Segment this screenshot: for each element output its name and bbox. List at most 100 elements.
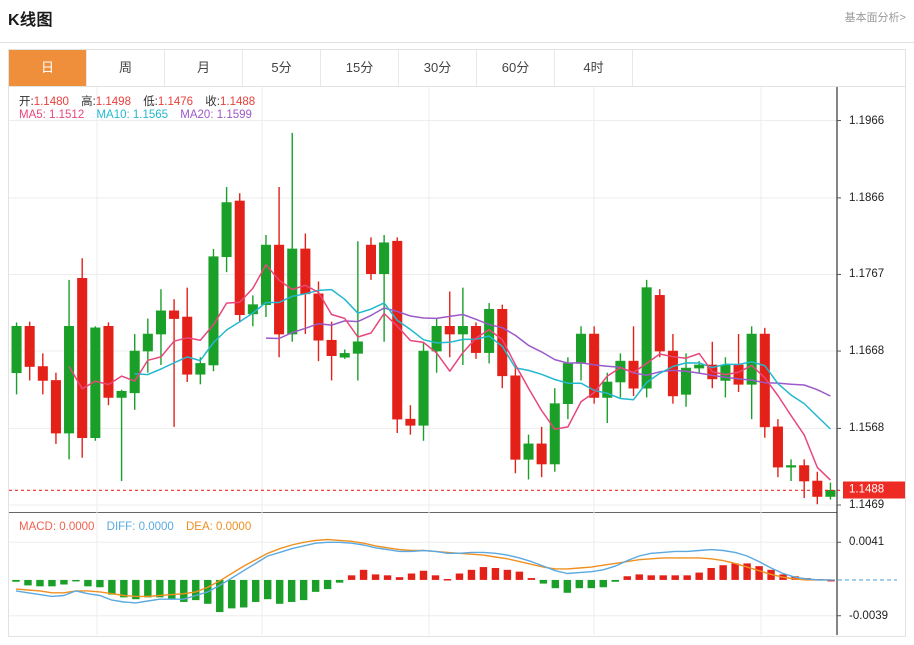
candle-body: [103, 326, 114, 398]
ma5-value: 1.1512: [49, 109, 85, 121]
macd-tick-0: 0.0041: [849, 536, 885, 549]
candle-35[interactable]: [470, 322, 482, 359]
candle-11[interactable]: [155, 289, 166, 365]
macd-bar-52: [635, 574, 643, 580]
macd-bar-57: [695, 572, 703, 580]
candle-17[interactable]: [234, 193, 245, 323]
macd-bar-7: [96, 579, 104, 588]
candle-body: [444, 326, 455, 335]
candle-26[interactable]: [352, 241, 363, 381]
ma20-line: [265, 307, 831, 397]
candle-28[interactable]: [379, 235, 390, 342]
candle-2[interactable]: [37, 353, 48, 395]
candle-22[interactable]: [300, 233, 311, 335]
candle-53[interactable]: [707, 341, 718, 389]
tab-4[interactable]: 15分: [321, 50, 399, 86]
candle-39[interactable]: [523, 434, 534, 480]
candle-14[interactable]: [195, 357, 206, 385]
candle-5[interactable]: [77, 258, 88, 458]
candle-51[interactable]: [681, 353, 692, 407]
macd-bar-50: [611, 579, 619, 582]
candle-30[interactable]: [405, 405, 416, 435]
macd-bar-31: [383, 575, 392, 580]
candle-0[interactable]: [11, 322, 22, 395]
macd-bar-27: [335, 579, 344, 583]
tab-3[interactable]: 5分: [243, 50, 321, 86]
macd-bar-19: [240, 579, 248, 608]
candle-58[interactable]: [772, 419, 783, 478]
dea-value: 0.0000: [216, 521, 252, 533]
candle-body: [37, 366, 48, 381]
candle-32[interactable]: [431, 318, 442, 373]
candle-16[interactable]: [221, 187, 232, 273]
candle-48[interactable]: [641, 279, 652, 398]
macd-bar-51: [623, 576, 631, 580]
candle-body: [77, 278, 88, 438]
tab-7[interactable]: 4时: [555, 50, 633, 86]
ma5-label: MA5:: [19, 109, 46, 121]
candle-38[interactable]: [510, 364, 521, 474]
candle-body: [641, 287, 652, 389]
candle-body: [759, 333, 770, 428]
candle-24[interactable]: [326, 321, 337, 381]
candle-body: [484, 308, 495, 353]
tab-2[interactable]: 月: [165, 50, 243, 86]
candle-body: [681, 367, 692, 395]
tab-1[interactable]: 周: [87, 50, 165, 86]
candle-body: [549, 403, 560, 465]
candle-40[interactable]: [536, 426, 547, 478]
tab-6[interactable]: 60分: [477, 50, 555, 86]
candle-45[interactable]: [602, 372, 613, 423]
macd-bar-30: [371, 574, 380, 580]
candle-59[interactable]: [786, 459, 797, 482]
candle-body: [786, 465, 797, 468]
candle-25[interactable]: [339, 349, 350, 359]
candle-43[interactable]: [575, 326, 587, 381]
macd-bar-6: [84, 579, 92, 587]
ma-legend: MA5: 1.1512 MA10: 1.1565 MA20: 1.1599: [19, 109, 261, 121]
candle-29[interactable]: [392, 237, 403, 434]
candlestick-chart[interactable]: [9, 87, 907, 512]
candle-4[interactable]: [64, 279, 75, 460]
candle-47[interactable]: [628, 326, 639, 396]
candle-60[interactable]: [799, 459, 810, 499]
candle-body: [208, 256, 219, 366]
candle-36[interactable]: [484, 303, 495, 364]
candle-62[interactable]: [825, 482, 836, 500]
candle-27[interactable]: [365, 237, 377, 280]
candle-body: [746, 333, 757, 385]
fundamental-analysis-link[interactable]: 基本面分析>: [844, 12, 906, 24]
candle-7[interactable]: [103, 322, 114, 406]
candle-21[interactable]: [287, 132, 298, 342]
macd-bar-32: [395, 577, 404, 580]
ma10-label: MA10:: [96, 109, 130, 121]
ma5-line: [68, 263, 831, 481]
chart-frame[interactable]: 开:1.1480 高:1.1498 低:1.1476 收:1.1488 MA5:…: [8, 87, 906, 637]
candle-body: [628, 360, 639, 389]
tab-5[interactable]: 30分: [399, 50, 477, 86]
candle-20[interactable]: [274, 187, 285, 358]
candle-13[interactable]: [182, 287, 193, 382]
candle-15[interactable]: [208, 248, 219, 372]
candle-1[interactable]: [24, 321, 35, 381]
macd-bar-65: [791, 576, 799, 580]
candle-49[interactable]: [654, 289, 665, 358]
candle-body: [654, 295, 665, 352]
candle-42[interactable]: [562, 357, 573, 420]
candle-50[interactable]: [667, 334, 678, 404]
candle-3[interactable]: [50, 372, 61, 444]
macd-chart[interactable]: [9, 512, 907, 635]
candle-46[interactable]: [615, 353, 626, 398]
candle-56[interactable]: [746, 326, 757, 420]
candle-8[interactable]: [116, 389, 127, 482]
price-axis: 1.1966 1.1866 1.1767 1.1668 1.1568 1.1469 1.14…: [843, 87, 905, 636]
macd-bar-59: [719, 565, 727, 580]
candle-9[interactable]: [129, 334, 140, 410]
macd-bar-41: [503, 569, 512, 580]
candle-61[interactable]: [812, 471, 823, 505]
candle-33[interactable]: [444, 291, 455, 358]
candle-31[interactable]: [418, 341, 429, 441]
tab-0[interactable]: 日: [9, 50, 87, 86]
candle-55[interactable]: [733, 334, 744, 393]
candle-10[interactable]: [142, 318, 153, 373]
